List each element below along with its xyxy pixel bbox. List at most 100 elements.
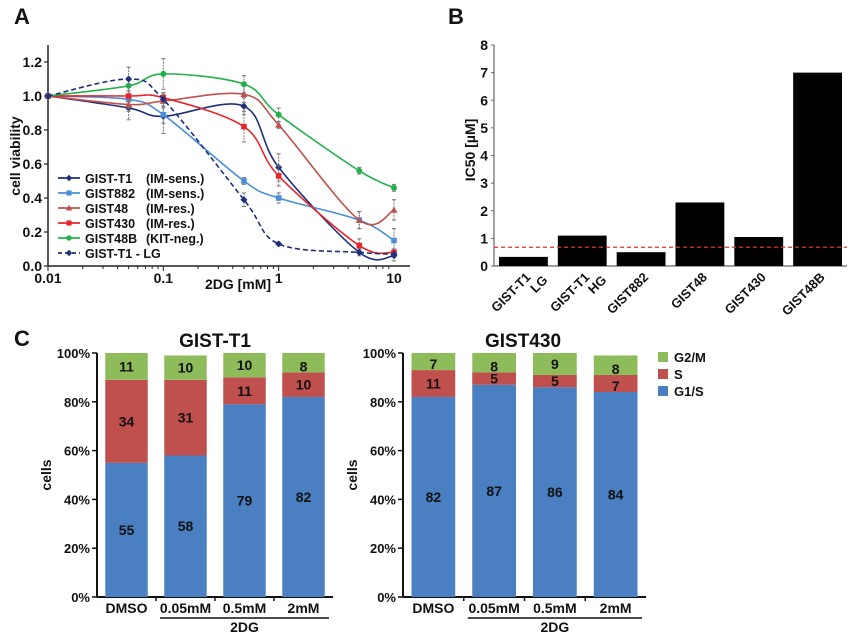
- bar-stack: 58 31 10: [164, 355, 207, 597]
- data-point: [66, 220, 72, 226]
- legend-label: GIST-T1 - LG: [85, 247, 161, 261]
- bar-segment-g1s: [223, 404, 266, 597]
- bar-stack: 84 78: [593, 355, 638, 597]
- legend-label: GIST48B: [85, 232, 137, 246]
- data-point: [240, 90, 248, 98]
- y-tick-label: 100%: [363, 346, 397, 361]
- y-tick-label: 1: [480, 230, 488, 246]
- x-tick-label-line: GIST48B: [779, 270, 828, 319]
- data-point: [125, 75, 133, 83]
- bar-segment-g1s: [533, 387, 577, 597]
- y-tick-label: 40%: [64, 492, 90, 507]
- y-axis-label: cell viability: [7, 116, 23, 196]
- bar-segment-g2m: [164, 355, 207, 380]
- panel-label-b: B: [448, 4, 464, 29]
- data-point: [356, 242, 363, 249]
- legend-label: S: [674, 367, 683, 382]
- y-tick-label: 0%: [71, 590, 90, 605]
- y-tick-label: 8: [480, 37, 488, 53]
- y-tick-label: 0.6: [23, 156, 43, 172]
- legend-label: G2/M: [674, 350, 706, 365]
- x-tick-label-line: GIST48: [668, 270, 710, 312]
- x-tick-label-line: GIST-T1: [547, 270, 592, 315]
- data-point: [275, 121, 283, 128]
- data-point: [65, 204, 73, 211]
- x-tick-label: GIST-T1HG: [547, 262, 609, 324]
- x-tick-label: 0.01: [34, 270, 61, 286]
- x-tick-label: 0.05mM: [468, 600, 519, 616]
- panel-label-c: C: [14, 326, 30, 351]
- bar-segment-g2m: [105, 353, 148, 380]
- data-point: [356, 167, 363, 174]
- data-point: [65, 174, 73, 182]
- data-label: 82: [426, 489, 442, 505]
- data-point: [275, 111, 282, 118]
- data-point: [160, 70, 167, 77]
- data-label: 58: [178, 518, 194, 534]
- data-point: [159, 95, 167, 103]
- bar: [499, 256, 548, 266]
- data-point: [240, 81, 247, 88]
- data-point: [241, 123, 247, 130]
- bar-segment-s: [223, 377, 266, 405]
- data-label: 5: [551, 373, 559, 389]
- x-tick-label: GIST48: [668, 270, 710, 312]
- data-label: 82: [296, 489, 312, 505]
- chart-a-viability: 0.0 0.2 0.4 0.6 0.8 1.0 1.2 0.01 0.1 1 10 2DG [mM] c…: [7, 45, 410, 292]
- data-label: 55: [119, 522, 135, 538]
- bar-segment-g2m: [593, 355, 638, 375]
- data-label: 8: [300, 359, 308, 375]
- y-tick-label: 20%: [370, 541, 396, 556]
- bar-segment-s: [593, 374, 638, 393]
- x-tick-label: 0.5mM: [533, 600, 577, 616]
- data-label: 10: [178, 360, 194, 376]
- y-tick-label: 5: [480, 120, 488, 136]
- data-label: 31: [178, 410, 194, 426]
- y-axis-label: cells: [344, 459, 360, 490]
- legend-note: (KIT-neg.): [146, 232, 204, 246]
- data-label: 11: [426, 376, 441, 392]
- data-label: 86: [547, 484, 563, 500]
- y-tick-label: 80%: [64, 395, 90, 410]
- data-label: 11: [237, 383, 252, 399]
- y-tick-label: 0.2: [23, 224, 43, 240]
- y-axis-label: IC50 [µM]: [462, 119, 478, 182]
- x-tick-label: 0.1: [154, 270, 174, 286]
- data-point: [390, 250, 398, 258]
- bar: [557, 235, 607, 266]
- y-tick-label: 0.8: [23, 122, 43, 138]
- data-point: [44, 92, 52, 100]
- data-point: [355, 216, 363, 223]
- data-label: 9: [551, 356, 559, 372]
- bar-segment-g2m: [472, 353, 516, 373]
- x-tick-label: 1: [275, 270, 283, 286]
- bar: [793, 72, 842, 266]
- panel-label-a: A: [14, 4, 30, 29]
- bar-segment-g1s: [472, 384, 516, 597]
- legend-note: (IM-sens.): [146, 172, 204, 186]
- legend: GIST-T1 (IM-sens.) GIST882 (IM-sens.) GIST48…: [58, 172, 204, 261]
- y-tick-label: 40%: [370, 492, 396, 507]
- data-point: [66, 190, 72, 196]
- y-tick-label: 1.0: [23, 88, 43, 104]
- data-label: 10: [296, 377, 312, 393]
- y-tick-label: 60%: [64, 444, 90, 459]
- y-tick-label: 0%: [377, 590, 396, 605]
- data-point: [390, 206, 398, 213]
- data-point: [240, 196, 248, 204]
- data-point: [241, 178, 247, 184]
- data-point: [391, 237, 397, 244]
- x-tick-label: 2mM: [600, 600, 632, 616]
- data-point: [65, 249, 73, 257]
- legend-swatch: [658, 369, 668, 379]
- data-point: [275, 195, 282, 201]
- legend-label: G1/S: [674, 384, 704, 399]
- bar-stack: 82 10 8: [282, 353, 325, 597]
- x-tick-label: 0.5mM: [223, 600, 267, 616]
- legend-swatch: [658, 386, 668, 396]
- group-label: 2DG: [230, 619, 259, 635]
- data-point: [355, 248, 363, 256]
- bar-segment-s: [533, 374, 577, 388]
- x-tick-label: GIST430: [721, 270, 768, 317]
